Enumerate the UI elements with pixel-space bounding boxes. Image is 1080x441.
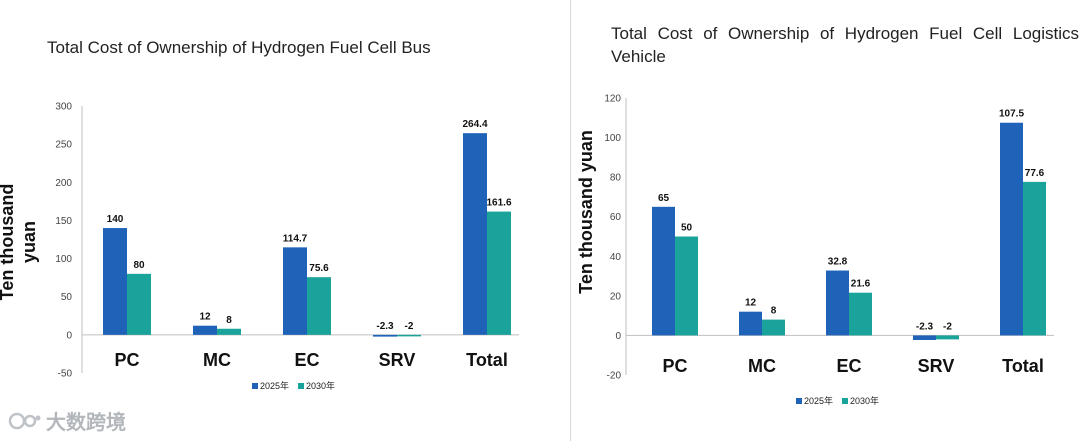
data-label: -2.3 — [376, 321, 394, 332]
y-tick-label: 0 — [66, 330, 72, 341]
y-tick-label: 50 — [61, 292, 73, 303]
bar-2030-total — [1023, 181, 1046, 336]
logistics-chart-panel: Total Cost of Ownership of Hydrogen Fuel… — [570, 0, 1080, 441]
y-tick-label: 200 — [55, 178, 72, 189]
y-tick-label: 300 — [55, 102, 72, 113]
y-axis-title-line: yuan — [19, 221, 39, 263]
bus-chart-title: Total Cost of Ownership of Hydrogen Fuel… — [47, 38, 431, 57]
legend-swatch — [252, 383, 258, 389]
data-label: 8 — [226, 315, 232, 326]
legend-label: 2030年 — [306, 380, 335, 391]
category-label-srv: SRV — [918, 356, 955, 376]
category-label-srv: SRV — [379, 350, 416, 370]
bar-2025-srv — [913, 335, 936, 340]
watermark: 大数跨境 — [8, 406, 126, 435]
y-tick-label: -20 — [607, 371, 622, 382]
data-label: -2.3 — [916, 321, 934, 332]
y-axis-title: Ten thousand yuan — [0, 184, 39, 301]
category-label-ec: EC — [836, 356, 861, 376]
bar-2030-srv — [936, 335, 959, 340]
bar-2030-pc — [127, 273, 151, 335]
category-label-total: Total — [466, 350, 508, 370]
legend-label: 2025年 — [260, 380, 289, 391]
category-label-pc: PC — [114, 350, 139, 370]
y-tick-label: 40 — [610, 252, 622, 263]
bar-2030-mc — [762, 319, 785, 336]
logistics-chart-title: Total Cost of Ownership of Hydrogen Fuel… — [611, 24, 1079, 66]
y-tick-label: 0 — [615, 331, 621, 342]
bar-2025-pc — [103, 228, 127, 335]
data-label: 161.6 — [486, 198, 511, 209]
data-label: 264.4 — [462, 119, 487, 130]
y-axis-title-line: Ten thousand — [0, 184, 17, 301]
y-tick-label: 120 — [604, 94, 621, 105]
category-label-total: Total — [1002, 356, 1044, 376]
y-tick-label: 60 — [610, 212, 622, 223]
bar-2030-total — [487, 211, 511, 335]
y-axis-title: Ten thousand yuan — [576, 130, 596, 294]
logistics-chart-plot: 120 100 80 60 40 20 0 -20 Ten thousand yuan 65 50 P… — [576, 94, 1054, 406]
bar-2025-mc — [739, 311, 762, 336]
legend-swatch — [842, 398, 848, 404]
legend-swatch — [298, 383, 304, 389]
bar-2025-total — [1000, 122, 1023, 336]
y-tick-label: 100 — [55, 254, 72, 265]
bus-chart-panel: Total Cost of Ownership of Hydrogen Fuel… — [0, 38, 519, 391]
data-label: 8 — [771, 306, 777, 317]
legend-label: 2030年 — [850, 395, 879, 406]
data-label: 12 — [745, 298, 757, 309]
data-label: 107.5 — [999, 109, 1024, 120]
data-label: 21.6 — [851, 279, 871, 290]
bar-2030-ec — [307, 277, 331, 335]
y-axis-title-line: Ten thousand yuan — [576, 130, 596, 294]
bar-2030-ec — [849, 292, 872, 336]
bar-2030-srv — [397, 334, 421, 337]
data-label: 65 — [658, 193, 670, 204]
data-label: -2 — [943, 321, 952, 332]
data-label: 50 — [681, 223, 693, 234]
y-tick-label: 100 — [604, 133, 621, 144]
bar-2025-mc — [193, 325, 217, 335]
category-label-mc: MC — [203, 350, 231, 370]
data-label: 77.6 — [1025, 168, 1045, 179]
bar-2025-ec — [283, 247, 307, 335]
watermark-text: 大数跨境 — [46, 412, 126, 434]
y-tick-label: 250 — [55, 140, 72, 151]
category-label-mc: MC — [748, 356, 776, 376]
data-label: 32.8 — [828, 257, 848, 268]
legend-label: 2025年 — [804, 395, 833, 406]
legend-swatch — [796, 398, 802, 404]
category-label-pc: PC — [662, 356, 687, 376]
bar-2025-srv — [373, 334, 397, 337]
y-tick-label: 20 — [610, 291, 622, 302]
bus-chart-plot: 300 250 200 150 100 50 0 -50 Ten thousand yuan 140… — [0, 102, 519, 391]
bar-2025-total — [463, 133, 487, 335]
bar-2030-pc — [675, 236, 698, 336]
bar-2030-mc — [217, 328, 241, 335]
data-label: 140 — [107, 214, 124, 225]
y-tick-label: 150 — [55, 216, 72, 227]
y-tick-label: 80 — [610, 173, 622, 184]
data-label: -2 — [405, 321, 414, 332]
logo-icon — [8, 412, 41, 429]
data-label: 114.7 — [283, 233, 308, 244]
category-label-ec: EC — [294, 350, 319, 370]
data-label: 75.6 — [309, 263, 329, 274]
data-label: 80 — [133, 260, 145, 271]
bar-2025-pc — [652, 206, 675, 336]
y-tick-label: -50 — [58, 369, 73, 380]
bar-2025-ec — [826, 270, 849, 336]
data-label: 12 — [199, 312, 211, 323]
